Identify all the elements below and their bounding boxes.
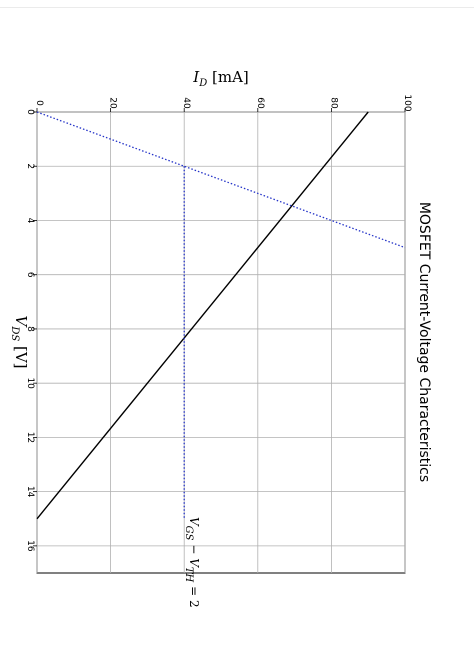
x-tick-label: 6 — [25, 272, 35, 278]
y-tick-label: 20 — [108, 97, 118, 109]
x-tick-label: 8 — [25, 326, 35, 332]
plot-frame — [36, 111, 406, 574]
y-tick-label: 60 — [255, 97, 265, 109]
y-tick-label: 100 — [402, 94, 412, 111]
x-tick-label: 14 — [25, 486, 35, 498]
y-axis-ticks: 0 20 40 60 80 100 — [34, 94, 412, 112]
series-line-1 — [36, 111, 369, 520]
top-divider — [0, 7, 474, 8]
x-axis-ticks: 0 2 4 6 8 10 12 14 16 — [25, 109, 37, 552]
y-tick-label: 40 — [181, 97, 191, 109]
chart-title: MOSFET Current-Voltage Characteristics — [416, 202, 432, 482]
y-tick-label: 0 — [34, 100, 44, 106]
grid — [36, 111, 406, 573]
y-axis-label: ID [mA] — [192, 68, 249, 89]
x-axis-label: VDS [V] — [9, 315, 30, 368]
x-tick-label: 4 — [25, 218, 35, 224]
x-tick-label: 0 — [25, 109, 35, 115]
y-tick-label: 80 — [328, 97, 338, 109]
x-tick-label: 10 — [25, 377, 35, 389]
x-tick-label: 12 — [25, 432, 35, 443]
x-tick-label: 16 — [25, 540, 35, 552]
x-tick-label: 2 — [25, 163, 35, 169]
series-line-2 — [36, 111, 406, 249]
series-group — [36, 111, 406, 520]
annotation-label: VGS − VTH = 2 — [183, 517, 201, 608]
